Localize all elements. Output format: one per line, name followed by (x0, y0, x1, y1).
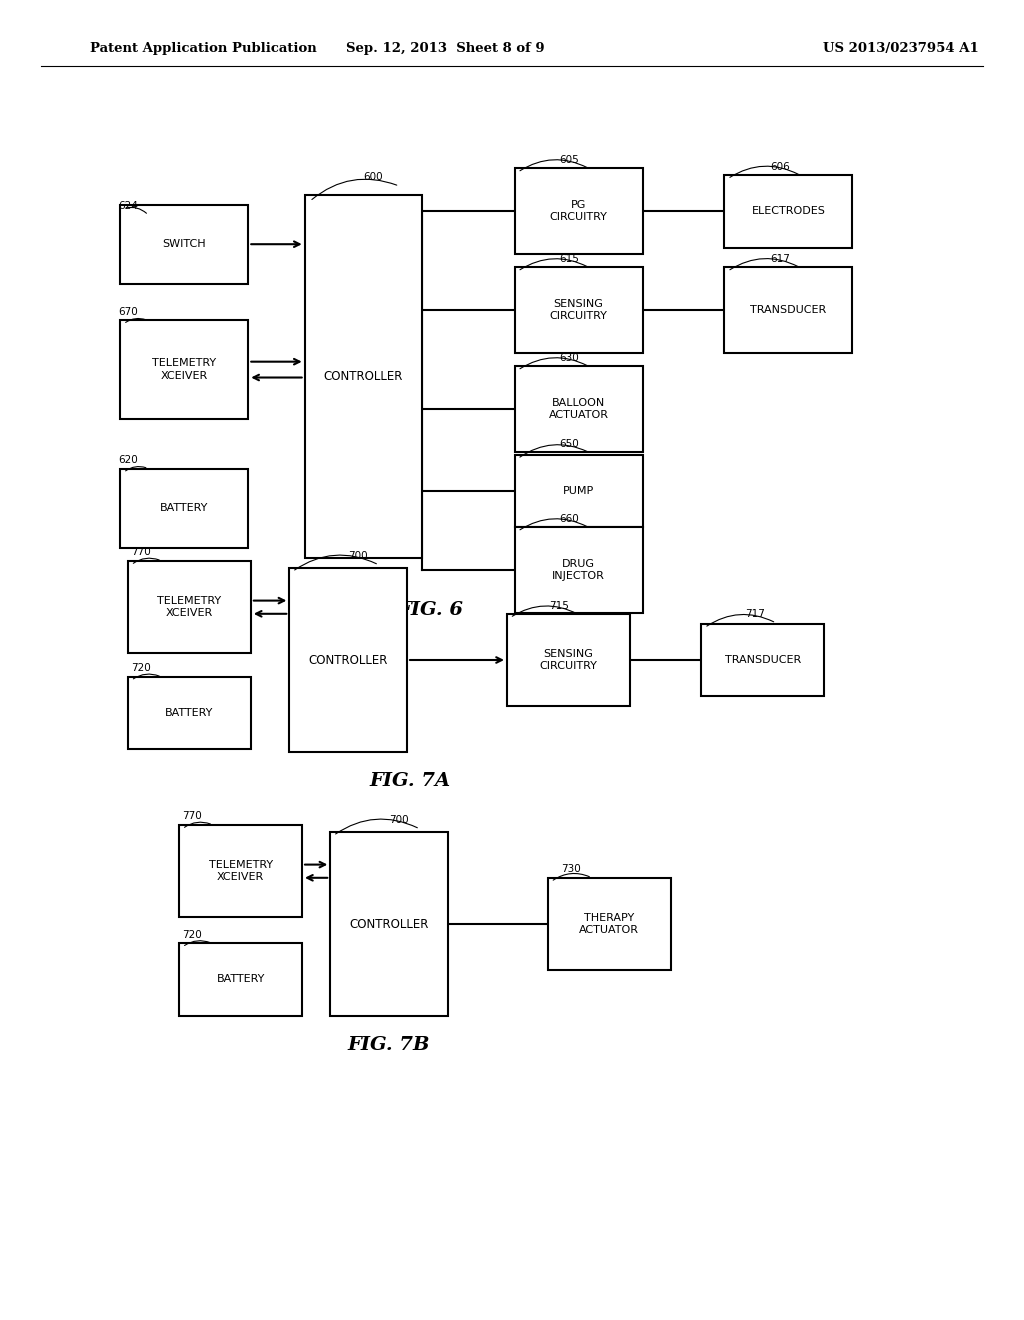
Text: FIG. 7A: FIG. 7A (369, 772, 451, 791)
Bar (514, 168, 643, 253)
Bar (290, 568, 408, 752)
Text: BATTERY: BATTERY (216, 974, 265, 985)
Text: CONTROLLER: CONTROLLER (349, 917, 429, 931)
Text: TELEMETRY
XCEIVER: TELEMETRY XCEIVER (153, 359, 216, 380)
Text: SWITCH: SWITCH (163, 239, 206, 249)
Bar (514, 527, 643, 612)
Text: SENSING
CIRCUITRY: SENSING CIRCUITRY (550, 300, 607, 321)
Text: 717: 717 (745, 609, 765, 619)
Text: 624: 624 (118, 201, 137, 211)
Bar (507, 614, 630, 706)
Text: 700: 700 (348, 550, 368, 561)
Text: 630: 630 (559, 352, 579, 363)
Bar (121, 205, 248, 284)
Text: 600: 600 (364, 172, 383, 182)
Text: 720: 720 (131, 663, 151, 673)
Text: 700: 700 (389, 814, 409, 825)
Bar (725, 174, 852, 248)
Bar (128, 676, 251, 750)
Text: FIG. 7B: FIG. 7B (348, 1036, 430, 1055)
Bar (121, 469, 248, 548)
Text: 715: 715 (549, 601, 568, 611)
Text: 620: 620 (118, 454, 137, 465)
Bar (330, 832, 449, 1016)
Text: 770: 770 (131, 546, 151, 557)
Bar (514, 267, 643, 352)
Bar (305, 195, 422, 558)
Text: PUMP: PUMP (563, 486, 594, 496)
Bar (725, 267, 852, 352)
Text: Sep. 12, 2013  Sheet 8 of 9: Sep. 12, 2013 Sheet 8 of 9 (346, 42, 545, 54)
Text: BALLOON
ACTUATOR: BALLOON ACTUATOR (549, 399, 608, 420)
Text: 730: 730 (561, 863, 581, 874)
Text: CONTROLLER: CONTROLLER (308, 653, 388, 667)
Text: US 2013/0237954 A1: US 2013/0237954 A1 (823, 42, 979, 54)
Bar (548, 878, 671, 970)
Text: 770: 770 (182, 810, 202, 821)
Text: THERAPY
ACTUATOR: THERAPY ACTUATOR (580, 913, 639, 935)
Text: 720: 720 (182, 929, 202, 940)
Bar (701, 624, 824, 697)
Bar (514, 454, 643, 527)
Text: FIG. 6: FIG. 6 (397, 601, 463, 619)
Bar (121, 321, 248, 420)
Text: TRANSDUCER: TRANSDUCER (725, 655, 801, 665)
Text: BATTERY: BATTERY (160, 503, 209, 513)
Text: SENSING
CIRCUITRY: SENSING CIRCUITRY (540, 649, 597, 671)
Text: BATTERY: BATTERY (165, 708, 214, 718)
Text: 670: 670 (118, 306, 137, 317)
Bar (179, 942, 302, 1016)
Bar (179, 825, 302, 917)
Text: 605: 605 (559, 154, 579, 165)
Text: ELECTRODES: ELECTRODES (752, 206, 825, 216)
Text: 650: 650 (559, 438, 579, 449)
Text: Patent Application Publication: Patent Application Publication (90, 42, 316, 54)
Text: TELEMETRY
XCEIVER: TELEMETRY XCEIVER (209, 861, 272, 882)
Text: PG
CIRCUITRY: PG CIRCUITRY (550, 201, 607, 222)
Bar (128, 561, 251, 653)
Text: 660: 660 (559, 513, 579, 524)
Text: DRUG
INJECTOR: DRUG INJECTOR (552, 560, 605, 581)
Text: TRANSDUCER: TRANSDUCER (751, 305, 826, 315)
Text: 615: 615 (559, 253, 579, 264)
Text: TELEMETRY
XCEIVER: TELEMETRY XCEIVER (158, 597, 221, 618)
Text: 606: 606 (770, 161, 790, 172)
Text: 617: 617 (770, 253, 790, 264)
Text: CONTROLLER: CONTROLLER (324, 370, 403, 383)
Bar (514, 367, 643, 451)
